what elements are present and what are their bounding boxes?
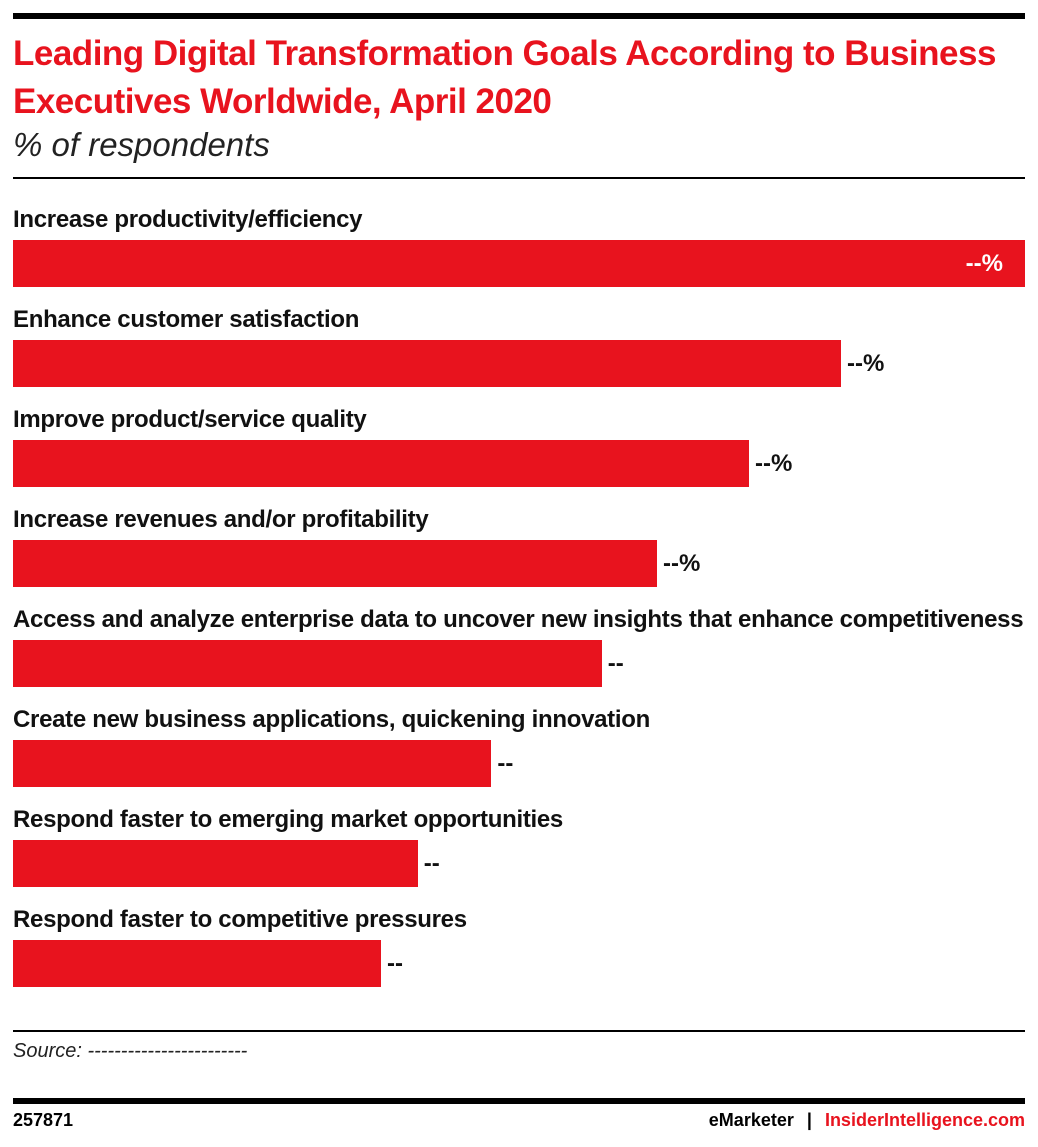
category-label: Enhance customer satisfaction [13, 306, 360, 333]
bar [13, 240, 1025, 287]
category-label: Increase revenues and/or profitability [13, 506, 429, 533]
bar-track: -- [13, 740, 1025, 787]
chart-id: 257871 [13, 1110, 74, 1130]
value-label: --% [663, 550, 701, 577]
bottom-rule [13, 1098, 1025, 1104]
category-label: Access and analyze enterprise data to un… [13, 606, 1024, 633]
category-label: Increase productivity/efficiency [13, 206, 363, 233]
bar-row: Enhance customer satisfaction --% [13, 304, 1025, 387]
footer-rule [13, 1030, 1025, 1032]
brands: eMarketer | InsiderIntelligence.com [709, 1110, 1025, 1131]
category-label: Improve product/service quality [13, 406, 367, 433]
value-label: -- [387, 950, 403, 977]
bar [13, 340, 841, 387]
value-label: -- [423, 850, 440, 877]
brand: eMarketer [708, 1110, 794, 1130]
bar-row: Create new business applications, quicke… [13, 704, 1025, 787]
bar [13, 540, 657, 587]
category-label: Respond faster to emerging market opport… [13, 806, 563, 833]
separator: | [806, 1110, 812, 1130]
bar-track: -- [13, 640, 1025, 687]
brand: InsiderIntelligence.com [824, 1110, 1025, 1130]
chart-title: Leading Digital Transformation Goals Acc… [13, 34, 996, 121]
source: Source: ------------------------ [13, 1040, 248, 1062]
bar-track: --% [13, 240, 1025, 287]
bar-row: Increase productivity/efficiency --% [13, 204, 1025, 287]
bar-track: --% [13, 340, 1025, 387]
bar [13, 840, 418, 887]
bar-track: -- [13, 940, 1025, 987]
header-rule [13, 177, 1025, 179]
bar [13, 640, 602, 687]
bar [13, 740, 492, 787]
value-label: --% [965, 250, 1003, 277]
bar-track: --% [13, 540, 1025, 587]
plot-area: Increase productivity/efficiency --% Enhan… [13, 204, 1025, 1004]
value-label: --% [847, 350, 885, 377]
footer: 257871 eMarketer | InsiderIntelligence.c… [13, 1110, 1025, 1131]
bar-row: Respond faster to competitive pressures -… [13, 904, 1025, 987]
bar-row: Respond faster to emerging market opport… [13, 804, 1025, 887]
chart-subtitle: % of respondents [13, 126, 270, 163]
bar [13, 940, 381, 987]
category-label: Create new business applications, quicke… [13, 706, 650, 733]
value-label: -- [497, 750, 514, 777]
bar-track: -- [13, 840, 1025, 887]
value-label: -- [607, 650, 624, 677]
top-rule [13, 13, 1025, 19]
bar-track: --% [13, 440, 1025, 487]
bar-row: Increase revenues and/or profitability --… [13, 504, 1025, 587]
bar [13, 440, 749, 487]
bar-row: Access and analyze enterprise data to un… [13, 604, 1025, 687]
value-label: --% [755, 450, 793, 477]
category-label: Respond faster to competitive pressures [13, 906, 467, 933]
bar-row: Improve product/service quality --% [13, 404, 1025, 487]
